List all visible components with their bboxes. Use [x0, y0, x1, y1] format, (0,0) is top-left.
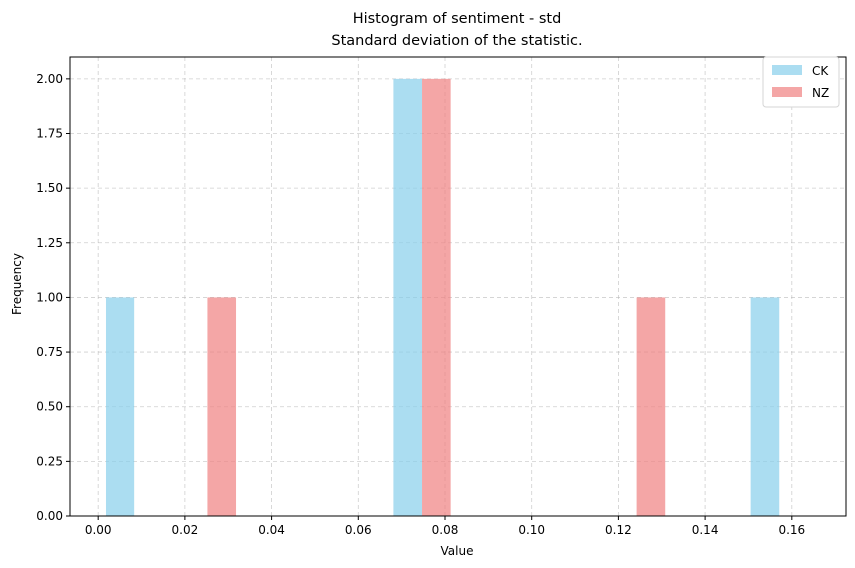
y-tick-label: 0.50 — [36, 400, 63, 414]
bar-nz — [636, 297, 666, 516]
x-tick-label: 0.16 — [778, 523, 805, 537]
x-tick-label: 0.14 — [692, 523, 719, 537]
y-tick-label: 0.75 — [36, 345, 63, 359]
bar-ck — [105, 297, 135, 516]
x-tick-label: 0.04 — [258, 523, 285, 537]
y-tick-label: 1.00 — [36, 290, 63, 304]
x-tick-label: 0.12 — [605, 523, 632, 537]
bar-ck — [750, 297, 780, 516]
y-axis-ticks: 0.00 0.25 0.50 0.75 1.00 1.25 1.50 1.75 2.00 — [36, 72, 70, 523]
bar-nz — [207, 297, 237, 516]
x-axis-label: Value — [441, 544, 474, 558]
x-tick-label: 0.10 — [518, 523, 545, 537]
y-tick-label: 1.25 — [36, 236, 63, 250]
bar-nz — [422, 78, 451, 516]
x-tick-label: 0.00 — [85, 523, 112, 537]
x-tick-label: 0.02 — [172, 523, 199, 537]
bar-ck — [393, 78, 423, 516]
y-tick-label: 1.75 — [36, 127, 63, 141]
legend-swatch-nz — [772, 87, 802, 97]
x-tick-label: 0.06 — [345, 523, 372, 537]
y-tick-label: 1.50 — [36, 181, 63, 195]
x-axis-ticks: 0.00 0.02 0.04 0.06 0.08 0.10 0.12 0.14 0.16 — [85, 516, 805, 537]
plot-frame — [69, 56, 847, 517]
legend-label-ck: CK — [812, 64, 829, 78]
legend: CK NZ — [762, 56, 840, 108]
y-tick-label: 0.25 — [36, 454, 63, 468]
x-tick-label: 0.08 — [432, 523, 459, 537]
chart-subtitle: Standard deviation of the statistic. — [331, 33, 582, 49]
y-tick-label: 2.00 — [36, 72, 63, 86]
legend-label-nz: NZ — [812, 86, 829, 100]
y-axis-label: Frequency — [10, 253, 24, 315]
y-tick-label: 0.00 — [36, 509, 63, 523]
bars — [105, 78, 780, 516]
chart-title: Histogram of sentiment - std — [353, 11, 562, 27]
legend-swatch-ck — [772, 65, 802, 75]
